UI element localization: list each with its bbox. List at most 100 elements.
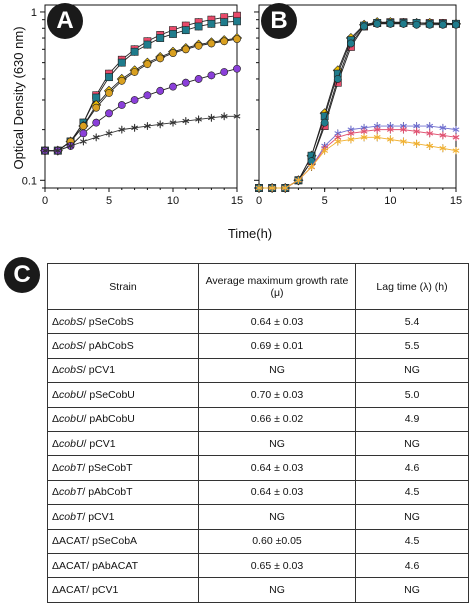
strain-gene: cobU (59, 437, 84, 450)
asterisk-stroke (41, 148, 49, 153)
data-point (195, 115, 203, 124)
cell-strain: ΔcobS/ pCV1 (47, 357, 199, 384)
asterisk-stroke (131, 125, 139, 131)
asterisk-stroke (54, 148, 62, 153)
data-point (143, 91, 152, 100)
data-point (207, 19, 216, 28)
data-point (105, 129, 113, 137)
data-point (117, 58, 126, 67)
data-point (220, 18, 229, 27)
data-point (400, 126, 407, 134)
cell-rate: NG (198, 357, 356, 384)
data-point (92, 103, 101, 112)
data-point (181, 78, 190, 87)
panel-label-b: B (261, 3, 297, 39)
asterisk-stroke (426, 123, 434, 129)
data-point (92, 118, 101, 127)
data-point (207, 114, 215, 122)
data-point (426, 122, 434, 130)
data-point (169, 82, 177, 91)
table-row: ΔcobU/ pAbCobU 0.66 ± 0.02 4.9 (47, 406, 469, 432)
data-point (169, 119, 177, 127)
data-point (386, 19, 395, 28)
strain-plasmid: / pSeCobT (82, 462, 133, 475)
cell-strain: ΔACAT/ pAbACAT (47, 552, 199, 579)
strain-plasmid: / pCV1 (82, 510, 115, 523)
asterisk-stroke (79, 139, 87, 144)
data-point (79, 122, 88, 130)
asterisk-stroke (321, 148, 329, 153)
strain-prefix: ΔACAT (52, 559, 87, 572)
cell-rate: 0.65 ± 0.03 (198, 552, 356, 579)
asterisk-stroke (334, 135, 342, 140)
series-line (259, 21, 457, 189)
strain-gene: cobS (59, 364, 83, 377)
data-point (452, 133, 460, 141)
table-row: ΔcobU/ pSeCobU 0.70 ± 0.03 5.0 (47, 382, 469, 408)
data-point (360, 133, 368, 141)
data-point (181, 26, 190, 35)
asterisk-stroke (195, 117, 203, 122)
asterisk-stroke (413, 141, 421, 146)
table-row: ΔcobS/ pSeCobS 0.64 ± 0.03 5.4 (47, 308, 469, 335)
strain-prefix: Δ (52, 315, 60, 328)
data-point (194, 22, 203, 31)
data-point (438, 20, 447, 29)
asterisk-stroke (360, 129, 368, 134)
strain-plasmid: / pAbACAT (86, 559, 138, 572)
cell-rate: 0.70 ± 0.03 (198, 382, 356, 408)
data-point (194, 75, 203, 83)
data-point (426, 142, 434, 150)
strain-prefix: Δ (52, 510, 60, 523)
header-lag: Lag time (λ) (h) (355, 263, 469, 310)
data-point (413, 140, 421, 148)
y-axis-label: Optical Density (630 nm) (11, 26, 26, 169)
strain-gene: cobT (59, 510, 83, 523)
cell-rate: 0.60 ±0.05 (198, 528, 356, 554)
asterisk-stroke (452, 148, 460, 153)
series-line (259, 136, 457, 189)
data-point (439, 144, 447, 152)
data-point (386, 126, 394, 134)
strain-plasmid: / pCV1 (82, 364, 116, 377)
data-point (220, 112, 228, 120)
data-point (181, 45, 190, 54)
strain-plasmid: / pAbCobT (82, 486, 133, 499)
asterisk-stroke (220, 114, 228, 119)
data-point (439, 124, 447, 132)
asterisk-stroke (143, 123, 151, 129)
data-point (452, 126, 460, 134)
cell-lag: 4.6 (355, 552, 469, 579)
data-point (156, 120, 164, 128)
asterisk-stroke (169, 120, 177, 125)
asterisk-stroke (439, 133, 447, 138)
header-rate: Average maximum growth rate (μ) (198, 263, 356, 310)
strain-gene: cobT (59, 462, 83, 475)
asterisk-stroke (373, 127, 381, 132)
data-point (130, 68, 139, 76)
data-point (169, 30, 177, 38)
cell-lag: 4.5 (355, 528, 469, 554)
data-point (373, 126, 381, 134)
data-point (105, 109, 113, 118)
strain-prefix: Δ (52, 364, 60, 377)
data-point (412, 20, 421, 29)
data-point (169, 49, 177, 57)
cell-strain: ΔACAT/ pSeCobA (47, 528, 199, 554)
data-point (131, 124, 139, 132)
table-row: ΔACAT/ pSeCobA 0.60 ±0.05 4.5 (47, 528, 469, 554)
table-row: ΔcobT/ pCV1 NG NG (47, 504, 469, 530)
data-point (233, 112, 241, 120)
cell-strain: ΔcobU/ pCV1 (47, 430, 199, 457)
cell-lag: 5.4 (355, 308, 469, 335)
data-point (360, 22, 368, 31)
series-line (45, 20, 238, 152)
strain-prefix: Δ (52, 437, 60, 450)
data-point (79, 129, 88, 138)
data-point (400, 137, 407, 146)
data-point (233, 17, 241, 26)
x-tick-label: 0 (42, 195, 48, 207)
data-point (413, 127, 421, 136)
panel-label-c: C (4, 257, 40, 293)
cell-rate: 0.64 ± 0.03 (198, 308, 356, 335)
